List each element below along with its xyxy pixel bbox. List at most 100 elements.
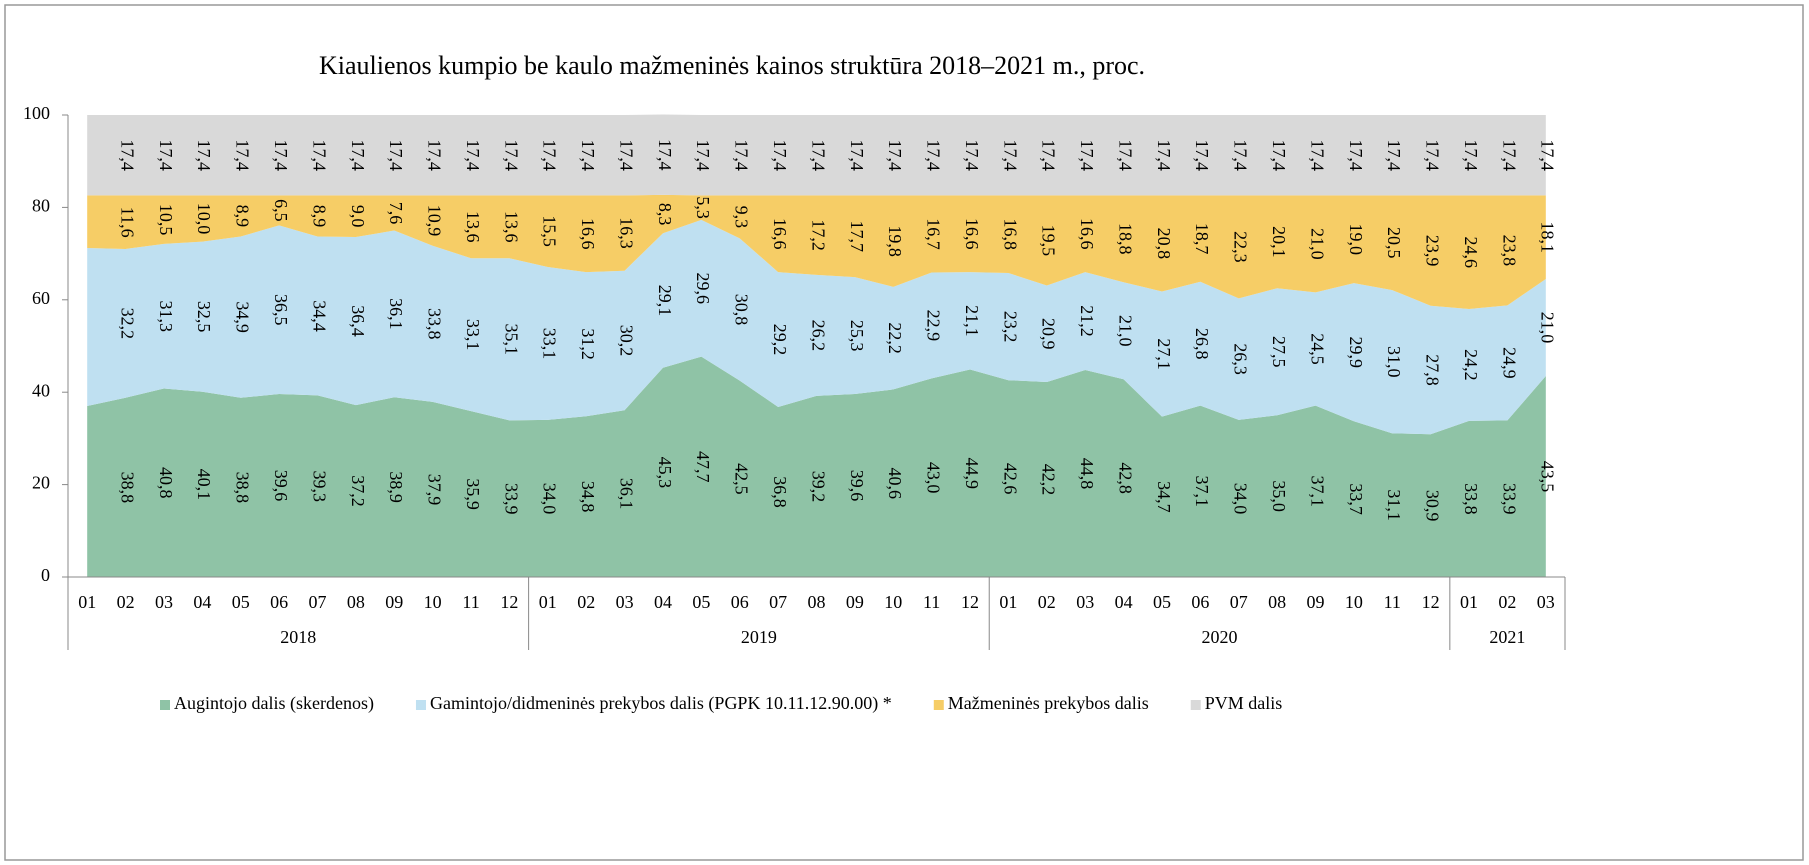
x-tick-label: 10 xyxy=(1345,592,1363,612)
legend-swatch xyxy=(160,700,170,710)
data-label: 16,7 xyxy=(924,218,944,250)
y-tick-label: 20 xyxy=(32,473,50,493)
data-label: 39,6 xyxy=(271,470,291,502)
data-label: 17,4 xyxy=(578,139,598,171)
data-label: 24,5 xyxy=(1307,333,1327,365)
data-label: 42,5 xyxy=(732,463,752,495)
x-tick-label: 09 xyxy=(846,592,864,612)
data-label: 10,0 xyxy=(194,203,214,235)
data-label: 39,6 xyxy=(847,470,867,502)
data-label: 44,9 xyxy=(962,458,982,490)
x-tick-label: 11 xyxy=(923,592,940,612)
data-label: 42,2 xyxy=(1039,464,1059,496)
chart-title: Kiaulienos kumpio be kaulo mažmeninės ka… xyxy=(319,51,1145,80)
y-tick-label: 100 xyxy=(23,103,50,123)
data-label: 17,4 xyxy=(348,139,368,171)
data-label: 26,8 xyxy=(1192,328,1212,360)
data-label: 36,1 xyxy=(616,478,636,510)
area xyxy=(87,194,1546,310)
data-label: 10,5 xyxy=(156,204,176,236)
data-label: 17,4 xyxy=(1384,139,1404,171)
x-tick-label: 10 xyxy=(424,592,442,612)
data-label: 17,4 xyxy=(847,139,867,171)
data-label: 17,4 xyxy=(1538,139,1558,171)
x-tick-label: 04 xyxy=(193,592,211,612)
x-tick-label: 12 xyxy=(961,592,979,612)
x-tick-label: 03 xyxy=(1537,592,1555,612)
data-label: 17,4 xyxy=(732,139,752,171)
x-tick-label: 09 xyxy=(385,592,403,612)
legend-label: Gamintojo/didmeninės prekybos dalis (PGP… xyxy=(430,693,892,714)
data-label: 17,4 xyxy=(693,139,713,171)
data-label: 33,1 xyxy=(540,328,560,360)
data-label: 34,9 xyxy=(233,301,253,333)
data-label: 19,5 xyxy=(1039,225,1059,256)
x-tick-label: 02 xyxy=(1498,592,1516,612)
x-tick-label: 03 xyxy=(616,592,634,612)
x-tick-label: 05 xyxy=(692,592,710,612)
data-label: 30,8 xyxy=(732,294,752,326)
data-label: 17,4 xyxy=(962,139,982,171)
data-label: 33,1 xyxy=(463,319,483,351)
data-label: 24,9 xyxy=(1499,347,1519,379)
data-label: 13,6 xyxy=(463,211,483,243)
data-label: 33,9 xyxy=(501,483,521,515)
data-label: 16,3 xyxy=(616,217,636,249)
data-label: 31,3 xyxy=(156,300,176,332)
data-label: 42,6 xyxy=(1000,463,1020,495)
data-label: 36,4 xyxy=(348,305,368,337)
y-tick-label: 60 xyxy=(32,288,50,308)
data-label: 30,9 xyxy=(1423,490,1443,521)
data-label: 9,3 xyxy=(732,206,752,229)
x-tick-label: 07 xyxy=(769,592,787,612)
data-label: 38,8 xyxy=(117,472,137,504)
data-label: 37,1 xyxy=(1192,476,1212,508)
data-label: 22,3 xyxy=(1231,231,1251,263)
data-label: 17,4 xyxy=(194,139,214,171)
x-tick-label: 02 xyxy=(117,592,135,612)
data-label: 36,5 xyxy=(271,294,291,326)
data-label: 39,2 xyxy=(808,471,828,503)
data-label: 20,9 xyxy=(1039,318,1059,350)
y-tick-label: 40 xyxy=(32,380,50,400)
data-label: 25,3 xyxy=(847,320,867,352)
x-tick-label: 01 xyxy=(78,592,96,612)
data-label: 31,2 xyxy=(578,328,598,360)
data-label: 17,4 xyxy=(808,139,828,171)
data-label: 17,4 xyxy=(425,139,445,171)
data-label: 16,6 xyxy=(962,218,982,250)
x-group-label: 2020 xyxy=(1202,627,1238,647)
data-label: 17,4 xyxy=(463,139,483,171)
data-label: 21,0 xyxy=(1115,315,1135,347)
data-label: 8,9 xyxy=(309,205,329,228)
data-label: 17,4 xyxy=(1346,139,1366,171)
data-label: 27,1 xyxy=(1154,338,1174,370)
data-label: 47,7 xyxy=(693,451,713,483)
data-label: 17,7 xyxy=(847,221,867,253)
data-label: 37,9 xyxy=(425,474,445,506)
data-label: 34,8 xyxy=(578,481,598,513)
area xyxy=(87,219,1546,435)
x-tick-label: 06 xyxy=(270,592,288,612)
data-label: 16,6 xyxy=(770,218,790,250)
data-label: 17,4 xyxy=(1192,139,1212,171)
x-tick-label: 01 xyxy=(1460,592,1478,612)
x-tick-label: 02 xyxy=(1038,592,1056,612)
data-label: 17,4 xyxy=(1461,139,1481,171)
x-tick-label: 04 xyxy=(1115,592,1133,612)
x-tick-label: 06 xyxy=(731,592,749,612)
data-label: 20,1 xyxy=(1269,226,1289,258)
x-group-label: 2021 xyxy=(1489,627,1525,647)
data-label: 39,3 xyxy=(309,470,329,502)
data-label: 18,1 xyxy=(1538,221,1558,253)
data-label: 17,4 xyxy=(309,139,329,171)
data-label: 19,0 xyxy=(1346,224,1366,256)
legend-swatch xyxy=(1190,700,1201,710)
data-label: 34,0 xyxy=(540,483,560,514)
data-label: 23,9 xyxy=(1423,235,1443,266)
x-tick-label: 12 xyxy=(500,592,518,612)
data-label: 35,9 xyxy=(463,478,483,510)
data-label: 17,4 xyxy=(616,139,636,171)
y-tick-label: 0 xyxy=(41,565,50,585)
